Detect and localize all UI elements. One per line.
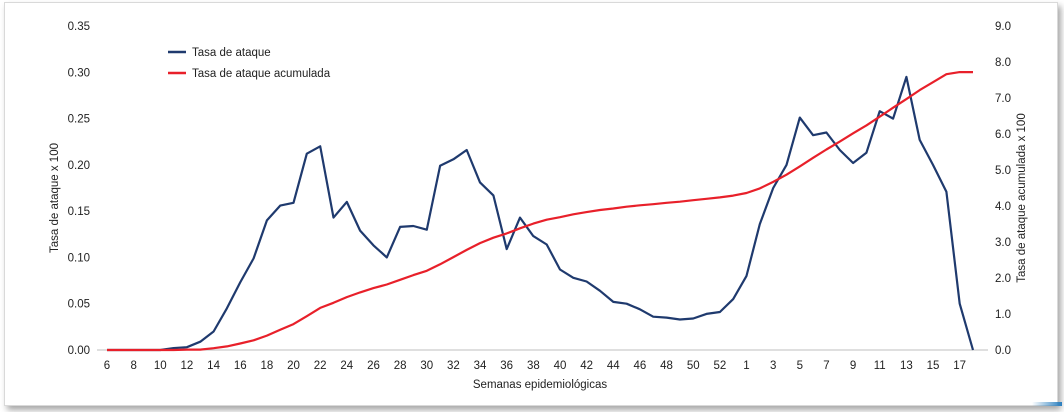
y-left-tick-label: 0.05	[68, 299, 90, 311]
x-tick-label: 3	[770, 360, 776, 372]
x-tick-label: 50	[687, 360, 700, 372]
legend-label-tasa-acumulada: Tasa de ataque acumulada	[192, 68, 331, 80]
x-tick-label: 8	[130, 360, 136, 372]
y-axis-left-label: Tasa de ataque x 100	[49, 143, 61, 253]
series-line-tasa-acumulada	[107, 70, 973, 352]
x-tick-label: 22	[314, 360, 327, 372]
x-tick-label: 24	[340, 360, 353, 372]
y-right-tick-label: 0.0	[995, 345, 1011, 357]
x-tick-label: 32	[447, 360, 460, 372]
y-left-tick-label: 0.35	[68, 21, 90, 33]
y-axis-right-label: Tasa de ataque acumulada x 100	[1016, 113, 1028, 282]
x-tick-label: 36	[500, 360, 513, 372]
y-left-tick-label: 0.15	[68, 206, 90, 218]
x-tick-label: 34	[474, 360, 487, 372]
y-right-tick-label: 1.0	[995, 309, 1011, 321]
x-tick-label: 16	[234, 360, 247, 372]
x-tick-label: 9	[850, 360, 856, 372]
x-tick-label: 11	[874, 360, 886, 372]
x-tick-label: 30	[420, 360, 433, 372]
y-right-tick-label: 9.0	[995, 21, 1011, 33]
x-tick-label: 12	[181, 360, 194, 372]
x-tick-label: 20	[287, 360, 300, 372]
x-tick-label: 15	[927, 360, 940, 372]
x-tick-label: 13	[900, 360, 913, 372]
x-tick-label: 40	[554, 360, 567, 372]
y-right-tick-label: 8.0	[995, 57, 1011, 69]
y-right-tick-label: 7.0	[995, 93, 1011, 105]
y-left-tick-label: 0.25	[68, 114, 90, 126]
y-left-tick-label: 0.20	[68, 160, 90, 172]
x-tick-label: 44	[607, 360, 620, 372]
x-tick-label: 1	[743, 360, 749, 372]
x-tick-label: 26	[367, 360, 380, 372]
y-left-tick-label: 0.10	[68, 252, 90, 264]
y-right-tick-label: 5.0	[995, 165, 1011, 177]
x-tick-label: 46	[634, 360, 647, 372]
y-right-tick-label: 2.0	[995, 273, 1011, 285]
y-right-tick-label: 3.0	[995, 237, 1011, 249]
x-tick-label: 28	[394, 360, 407, 372]
x-tick-label: 18	[260, 360, 273, 372]
y-right-tick-label: 4.0	[995, 201, 1011, 213]
x-tick-label: 17	[953, 360, 966, 372]
y-left-tick-label: 0.30	[68, 67, 90, 79]
x-tick-label: 10	[154, 360, 167, 372]
x-tick-label: 52	[713, 360, 726, 372]
x-tick-label: 42	[580, 360, 593, 372]
x-tick-label: 6	[104, 360, 110, 372]
x-tick-label: 48	[660, 360, 673, 372]
x-axis-label: Semanas epidemiológicas	[473, 379, 607, 391]
corner-accent	[1032, 402, 1062, 406]
x-tick-label: 7	[823, 360, 829, 372]
chart-frame	[4, 2, 1058, 406]
x-tick-label: 5	[797, 360, 803, 372]
series-lines	[107, 70, 975, 352]
legend: Tasa de ataque Tasa de ataque acumulada	[168, 47, 331, 80]
series-line-tasa-de-ataque	[107, 75, 975, 352]
x-tick-label: 38	[527, 360, 540, 372]
axes: 6 8 10 12 14 16 18 20 22 24 26 28 30 32 34 36 38 40 42 44 46…	[68, 21, 1011, 372]
y-right-tick-label: 6.0	[995, 129, 1011, 141]
y-left-tick-label: 0.00	[68, 345, 90, 357]
legend-label-tasa-de-ataque: Tasa de ataque	[192, 47, 271, 59]
x-tick-label: 14	[207, 360, 220, 372]
